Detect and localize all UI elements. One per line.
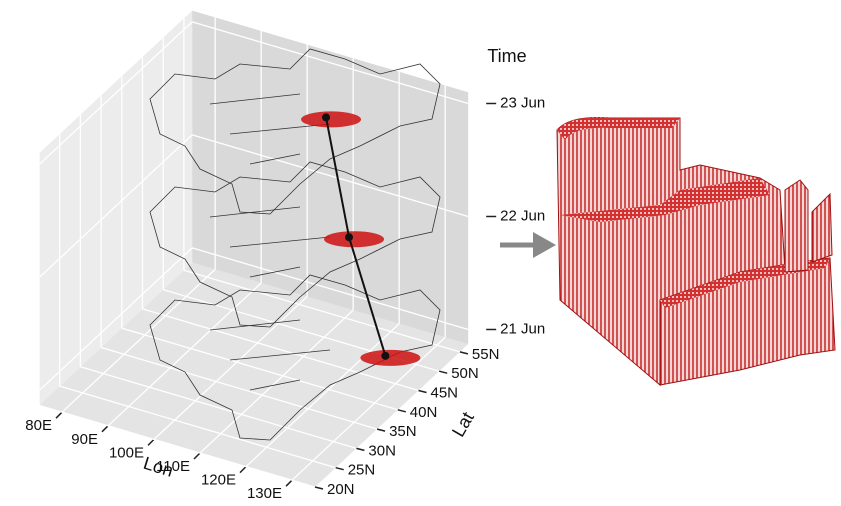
z-tick-label: 21 Jun: [500, 320, 545, 337]
x-tick: [286, 480, 292, 486]
x-tick-label: 100E: [109, 444, 144, 461]
rain-area: [324, 231, 384, 247]
x-tick: [148, 439, 154, 445]
y-tick: [377, 429, 385, 431]
y-tick-label: 35N: [389, 423, 417, 440]
volume-block: [785, 180, 808, 272]
y-tick: [419, 391, 427, 393]
y-tick: [398, 410, 406, 412]
y-tick-label: 50N: [451, 365, 479, 382]
z-tick-label: 22 Jun: [500, 207, 545, 224]
block-view: [500, 118, 835, 386]
arrow-head: [533, 232, 556, 258]
y-tick-label: 45N: [431, 384, 459, 401]
x-tick-label: 90E: [71, 431, 98, 448]
x-tick-label: 120E: [201, 472, 236, 489]
y-tick: [439, 371, 447, 373]
rain-area: [301, 111, 361, 127]
z-tick-label: 23 Jun: [500, 94, 545, 111]
centroid: [381, 352, 389, 360]
y-tick: [460, 352, 468, 354]
figure: 80E90E100E110E120E130E20N25N30N35N40N45N…: [0, 0, 841, 501]
x-tick: [56, 412, 62, 418]
y-tick: [356, 448, 364, 450]
z-axis-label: Time: [487, 46, 526, 66]
y-tick-label: 30N: [368, 442, 396, 459]
y-tick-label: 25N: [348, 462, 376, 479]
y-axis-label: Lat: [448, 409, 478, 441]
x-tick: [240, 467, 246, 473]
x-tick: [194, 453, 200, 459]
x-tick: [102, 426, 108, 432]
y-tick: [336, 468, 344, 470]
y-tick-label: 20N: [327, 481, 355, 498]
y-tick: [315, 487, 323, 489]
y-tick-label: 40N: [410, 404, 438, 421]
volume-block: [812, 194, 832, 262]
y-tick-label: 55N: [472, 346, 500, 363]
centroid: [345, 233, 353, 241]
x-tick-label: 80E: [25, 417, 52, 434]
x-tick-label: 130E: [247, 485, 282, 501]
rain-area: [360, 350, 420, 366]
centroid: [322, 113, 330, 121]
